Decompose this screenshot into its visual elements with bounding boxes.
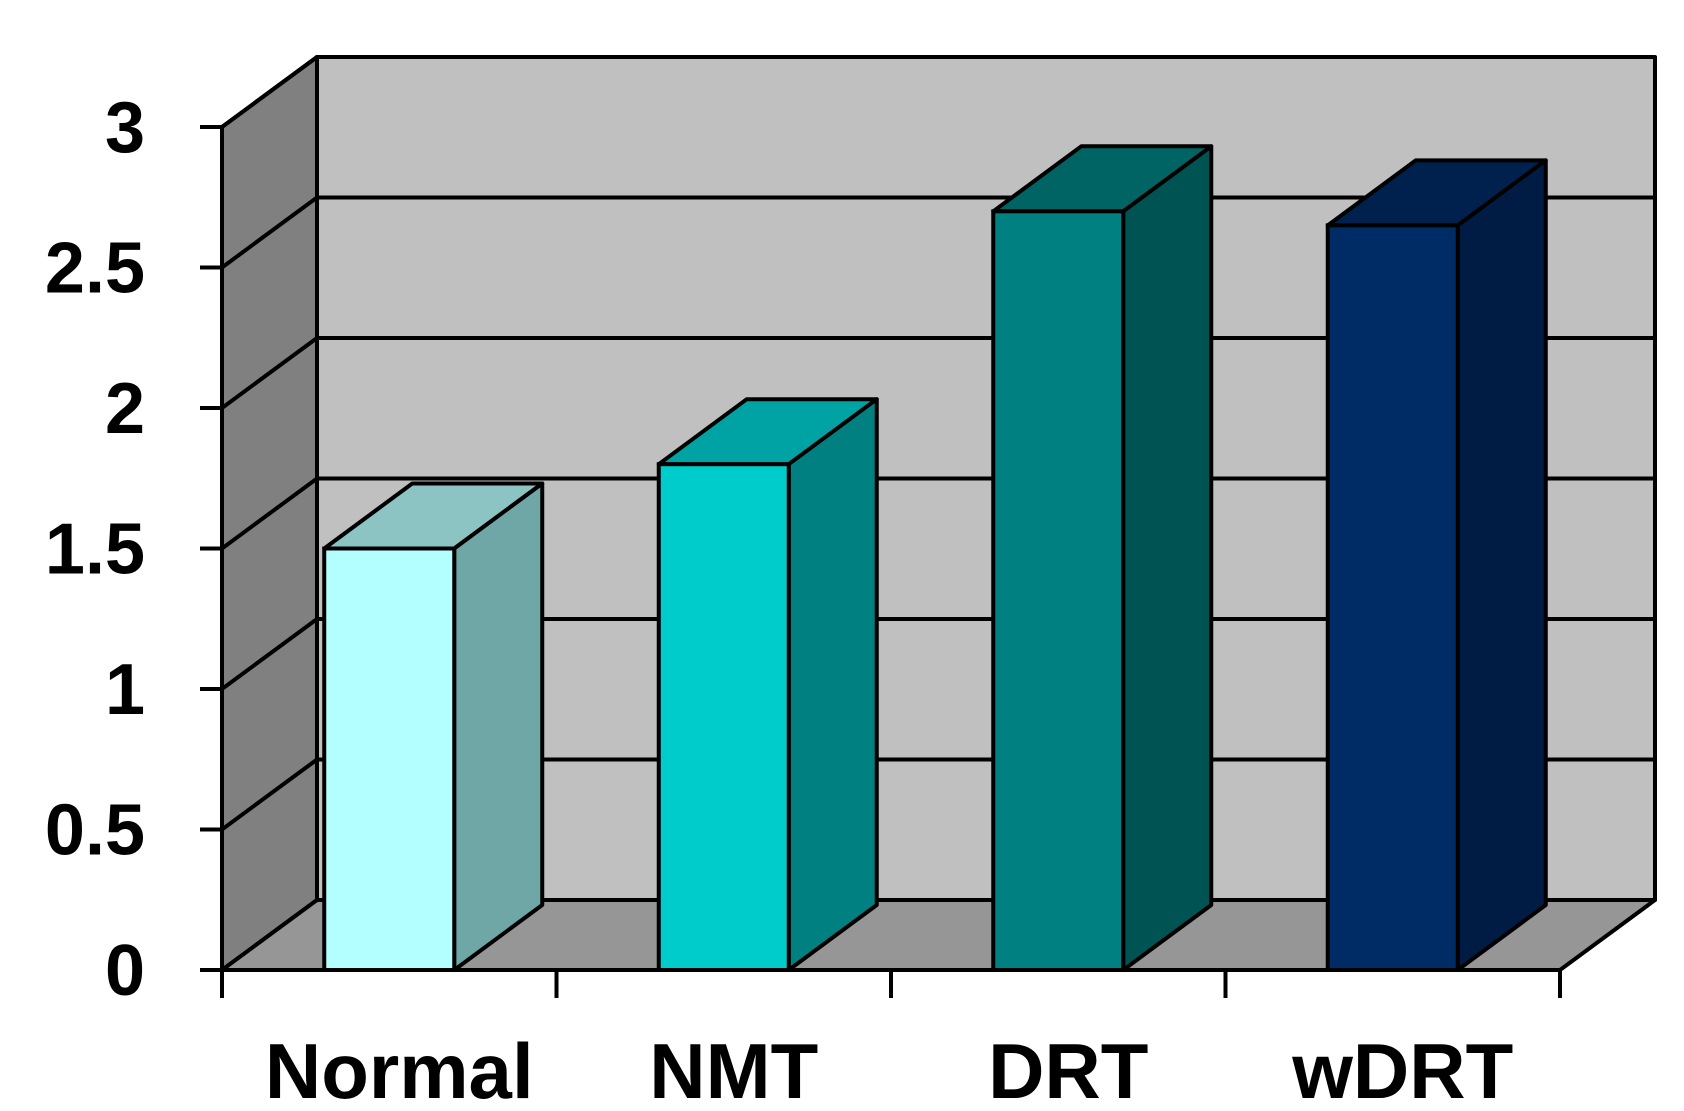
y-tick-label: 2.5 xyxy=(45,229,145,309)
gridline-side xyxy=(220,617,319,691)
bar-front xyxy=(1325,223,1460,973)
x-category-label: Normal xyxy=(265,1027,534,1111)
y-tick-label: 0 xyxy=(105,931,145,1011)
y-tick-label: 0.5 xyxy=(45,791,145,871)
bar-side xyxy=(786,397,879,972)
bars xyxy=(322,144,1548,973)
gridline-side xyxy=(220,195,319,270)
y-tick-label: 1.5 xyxy=(45,510,145,590)
bar-drt xyxy=(991,144,1214,973)
bar-front xyxy=(991,209,1126,973)
gridline-side xyxy=(220,757,319,832)
y-axis-tick-labels: 0 0.5 1 1.5 2 2.5 3 xyxy=(45,88,145,1011)
gridline-side xyxy=(220,336,319,410)
gridline-side xyxy=(220,55,319,129)
gridline-side xyxy=(220,476,319,551)
bar-front xyxy=(322,546,457,972)
bar-normal xyxy=(322,481,545,972)
bar-nmt xyxy=(656,397,879,972)
bar-front xyxy=(656,462,791,972)
x-category-label: DRT xyxy=(988,1027,1148,1111)
bar-side xyxy=(1121,144,1214,972)
bar-wdrt xyxy=(1325,158,1548,973)
y-tick-label: 2 xyxy=(105,369,145,449)
axes xyxy=(200,125,1562,998)
x-category-label: wDRT xyxy=(1291,1027,1513,1111)
x-axis-category-labels: Normal NMT DRT wDRT xyxy=(265,1027,1513,1111)
y-tick-label: 1 xyxy=(105,650,145,730)
y-tick-label: 3 xyxy=(105,88,145,168)
bar-side xyxy=(452,481,545,972)
x-category-label: NMT xyxy=(649,1027,818,1111)
bar-side xyxy=(1455,158,1548,972)
